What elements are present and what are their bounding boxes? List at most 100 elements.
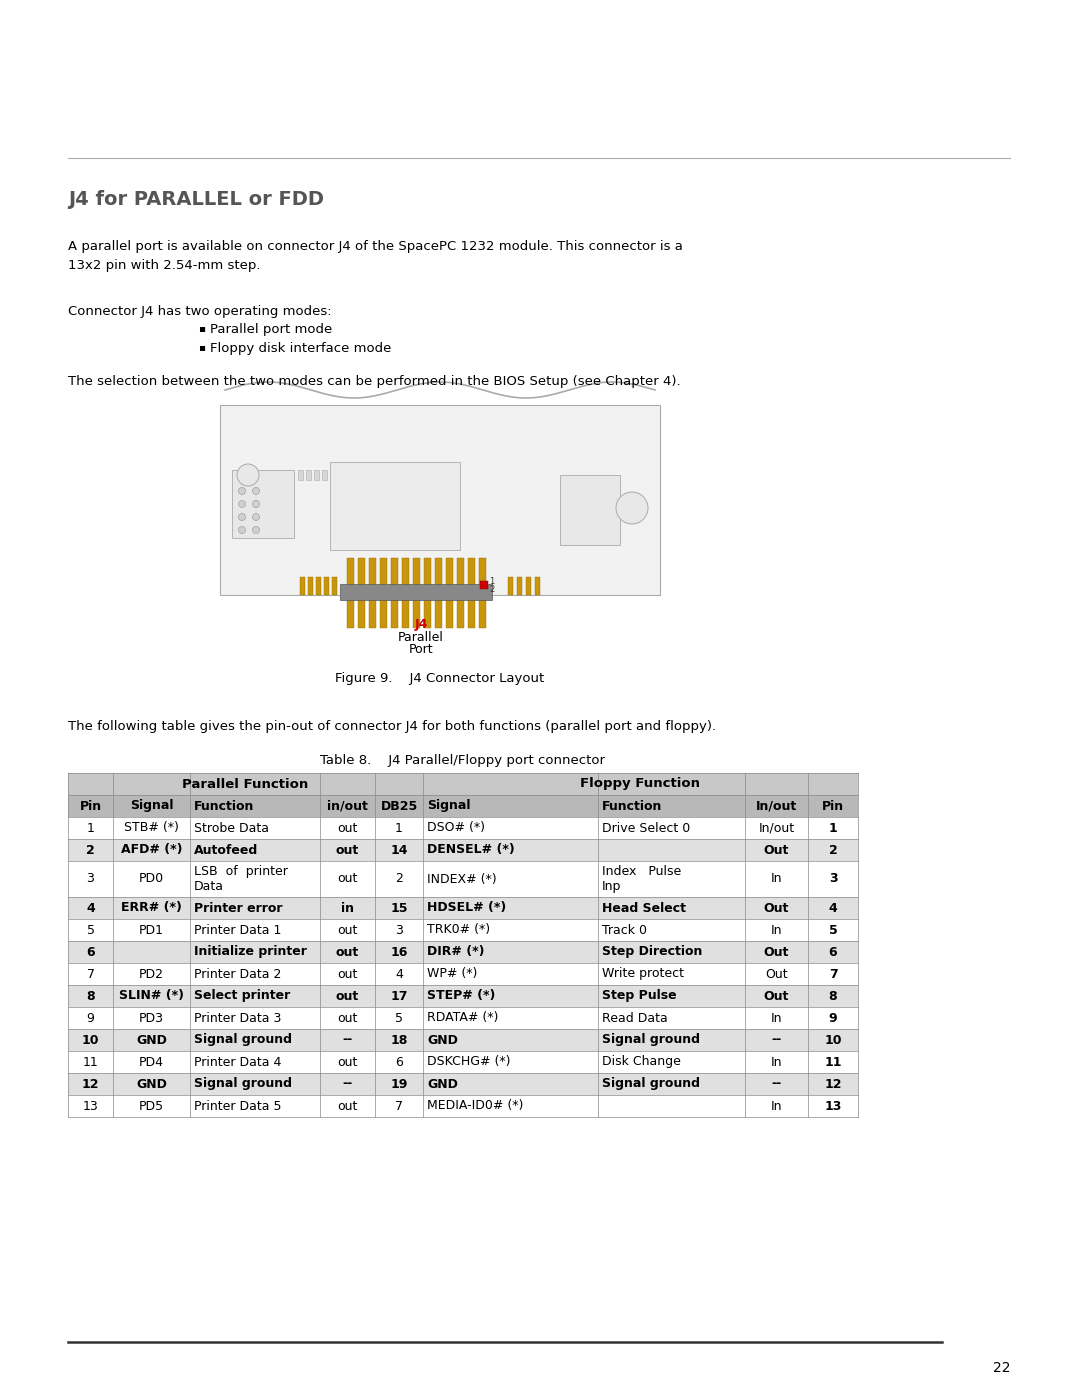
Bar — [446, 590, 453, 629]
Text: 1: 1 — [489, 577, 495, 585]
Text: in: in — [341, 901, 354, 915]
Bar — [68, 1095, 858, 1118]
Bar — [322, 469, 327, 481]
Bar — [68, 1051, 858, 1073]
Text: 6: 6 — [828, 946, 837, 958]
Circle shape — [239, 514, 245, 521]
Bar — [413, 557, 419, 590]
Bar — [68, 1073, 858, 1095]
Bar — [423, 557, 431, 590]
Bar — [308, 577, 313, 595]
Text: out: out — [336, 989, 360, 1003]
Text: Port: Port — [408, 643, 433, 657]
Text: ERR# (*): ERR# (*) — [121, 901, 181, 915]
Bar — [375, 490, 405, 515]
Text: INDEX# (*): INDEX# (*) — [427, 873, 497, 886]
Text: Signal ground: Signal ground — [194, 1034, 292, 1046]
Bar — [68, 1007, 858, 1030]
Circle shape — [239, 488, 245, 495]
Text: Autofeed: Autofeed — [194, 844, 258, 856]
Text: 6: 6 — [86, 946, 95, 958]
Text: Out: Out — [764, 989, 789, 1003]
Text: 5: 5 — [828, 923, 837, 936]
Text: Strobe Data: Strobe Data — [194, 821, 269, 834]
Bar — [68, 963, 858, 985]
Text: Pin: Pin — [822, 799, 845, 813]
Text: Signal: Signal — [427, 799, 471, 813]
Circle shape — [253, 527, 259, 534]
Text: Table 8.    J4 Parallel/Floppy port connector: Table 8. J4 Parallel/Floppy port connect… — [320, 754, 605, 767]
Text: In: In — [771, 923, 782, 936]
Text: Drive Select 0: Drive Select 0 — [602, 821, 690, 834]
Text: 8: 8 — [86, 989, 95, 1003]
Bar — [402, 590, 408, 629]
Text: Track 0: Track 0 — [602, 923, 647, 936]
Text: 7: 7 — [395, 1099, 403, 1112]
Text: In: In — [771, 1099, 782, 1112]
Text: Signal: Signal — [130, 799, 173, 813]
Text: PD3: PD3 — [139, 1011, 164, 1024]
Text: GND: GND — [136, 1034, 167, 1046]
Text: 8: 8 — [828, 989, 837, 1003]
Bar — [68, 817, 858, 840]
Bar — [68, 985, 858, 1007]
Circle shape — [253, 488, 259, 495]
Bar — [300, 577, 305, 595]
Text: 9: 9 — [86, 1011, 94, 1024]
Text: In: In — [771, 1056, 782, 1069]
Text: DIR# (*): DIR# (*) — [427, 946, 485, 958]
Text: 2: 2 — [489, 584, 495, 594]
Text: Function: Function — [194, 799, 255, 813]
Text: Connector J4 has two operating modes:: Connector J4 has two operating modes: — [68, 305, 332, 319]
Text: 12: 12 — [82, 1077, 99, 1091]
Text: DENSEL# (*): DENSEL# (*) — [427, 844, 515, 856]
Text: Out: Out — [764, 844, 789, 856]
Text: 18: 18 — [390, 1034, 407, 1046]
Text: 19: 19 — [390, 1077, 407, 1091]
Text: RDATA# (*): RDATA# (*) — [427, 1011, 498, 1024]
Text: Select printer: Select printer — [194, 989, 291, 1003]
Bar — [330, 462, 460, 550]
Bar — [391, 590, 397, 629]
Text: 13: 13 — [83, 1099, 98, 1112]
Text: DSO# (*): DSO# (*) — [427, 821, 485, 834]
Text: GND: GND — [136, 1077, 167, 1091]
Text: A parallel port is available on connector J4 of the SpacePC 1232 module. This co: A parallel port is available on connecto… — [68, 240, 683, 271]
Bar — [478, 557, 486, 590]
Text: SLIN# (*): SLIN# (*) — [119, 989, 184, 1003]
Text: In: In — [771, 873, 782, 886]
Text: J4: J4 — [415, 617, 428, 631]
Circle shape — [616, 492, 648, 524]
Bar — [468, 557, 474, 590]
Text: Write protect: Write protect — [602, 968, 684, 981]
Bar — [368, 590, 376, 629]
Text: PD1: PD1 — [139, 923, 164, 936]
Text: 6: 6 — [395, 1056, 403, 1069]
Text: --: -- — [771, 1077, 782, 1091]
Text: 3: 3 — [395, 923, 403, 936]
Text: 13: 13 — [824, 1099, 841, 1112]
Bar — [434, 557, 442, 590]
Text: The following table gives the pin-out of connector J4 for both functions (parall: The following table gives the pin-out of… — [68, 719, 716, 733]
Bar — [508, 577, 513, 595]
Bar — [68, 773, 858, 795]
Text: --: -- — [342, 1077, 353, 1091]
Bar — [68, 942, 858, 963]
Bar — [357, 557, 365, 590]
Text: The selection between the two modes can be performed in the BIOS Setup (see Chap: The selection between the two modes can … — [68, 374, 680, 388]
Bar — [457, 557, 463, 590]
Text: out: out — [336, 946, 360, 958]
Text: WP# (*): WP# (*) — [427, 968, 477, 981]
Text: In/out: In/out — [756, 799, 797, 813]
Text: Index   Pulse
Inp: Index Pulse Inp — [602, 865, 681, 893]
Text: PD4: PD4 — [139, 1056, 164, 1069]
Bar — [357, 590, 365, 629]
Bar — [220, 405, 660, 595]
Text: 11: 11 — [83, 1056, 98, 1069]
Bar — [68, 840, 858, 861]
Bar — [402, 557, 408, 590]
Text: out: out — [337, 1099, 357, 1112]
Text: 3: 3 — [828, 873, 837, 886]
Text: TRK0# (*): TRK0# (*) — [427, 923, 490, 936]
Text: PD0: PD0 — [139, 873, 164, 886]
